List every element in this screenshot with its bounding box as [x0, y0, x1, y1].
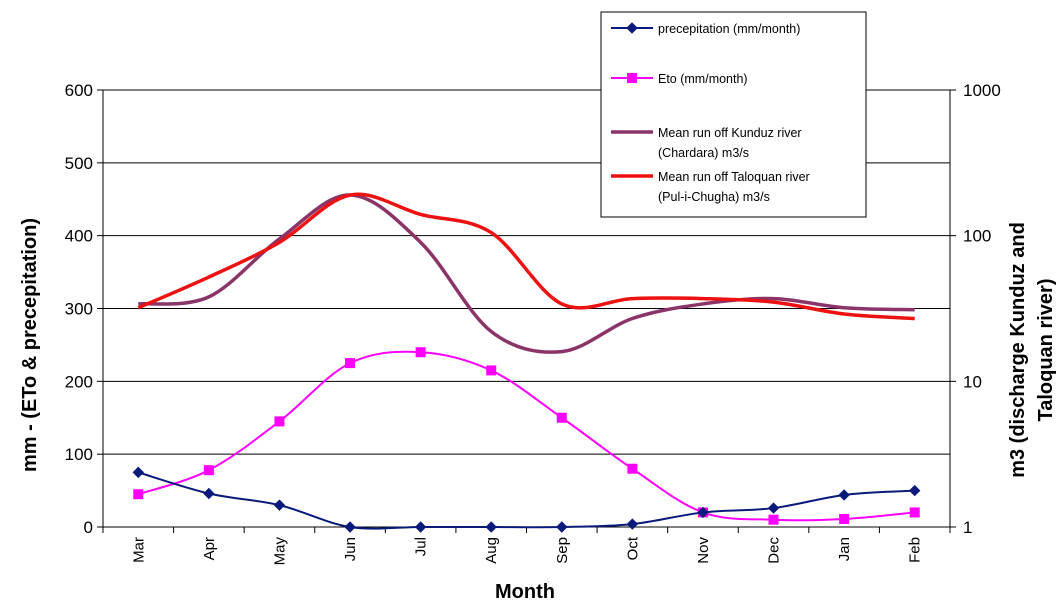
- x-tick-label: Jul: [413, 537, 430, 556]
- y-left-tick-label: 400: [65, 227, 93, 246]
- x-tick-label: May: [271, 537, 288, 566]
- data-point-marker: [627, 73, 637, 83]
- data-point-marker: [909, 507, 920, 518]
- x-tick-label: Nov: [695, 537, 712, 564]
- legend-label: Mean run off Taloquan river: [658, 170, 810, 184]
- y-axis-right-title-line: m3 (discharge Kunduz and: [1007, 222, 1029, 478]
- data-point-marker: [838, 489, 850, 501]
- data-point-marker: [486, 365, 497, 376]
- legend-box: [600, 11, 867, 218]
- data-point-marker: [345, 358, 356, 369]
- legend: precepitation (mm/month) Eto (mm/month) Me…: [600, 11, 867, 218]
- legend-label: (Chardara) m3/s: [658, 146, 749, 160]
- legend-label: Eto (mm/month): [658, 72, 748, 86]
- x-tick-label: Jan: [836, 537, 853, 561]
- data-point-marker: [485, 521, 497, 533]
- y-axis-right-title: m3 (discharge Kunduz and Taloquan river): [1007, 222, 1057, 478]
- x-tick-label: Dec: [766, 537, 783, 564]
- x-axis-title: Month: [495, 581, 555, 603]
- y-left-tick-label: 0: [84, 518, 93, 537]
- data-point-marker: [627, 463, 638, 474]
- x-tick-label: Feb: [907, 537, 924, 563]
- data-point-marker: [344, 521, 356, 533]
- y-left-tick-label: 600: [65, 81, 93, 100]
- y-right-tick-label: 1: [963, 518, 972, 537]
- y-right-tick-label: 100: [963, 227, 991, 246]
- y-right-tick-label: 10: [963, 372, 982, 391]
- legend-item: Mean run off Kunduz river (Chardara) m3/s: [611, 126, 802, 160]
- legend-item: precepitation (mm/month): [611, 22, 800, 36]
- y-left-tick-label: 500: [65, 154, 93, 173]
- series-3: [137, 192, 915, 321]
- tick-labels: 0 100 200 300 400 500 600 1 10 100 1000 Mar Apr May Ju…: [65, 81, 1001, 565]
- x-tick-label: Jun: [342, 537, 359, 561]
- x-tick-label: Sep: [554, 537, 571, 564]
- data-point-marker: [909, 484, 921, 497]
- data-point-marker: [203, 465, 214, 476]
- data-point-marker: [556, 412, 567, 423]
- series-2: [138, 193, 915, 354]
- data-point-marker: [414, 521, 427, 533]
- series-layer: [132, 192, 921, 533]
- y-axis-right-title-line: Taloquan river): [1035, 279, 1057, 422]
- y-left-tick-label: 300: [65, 300, 93, 319]
- x-tick-label: Aug: [483, 537, 500, 564]
- legend-label: (Pul-i-Chugha) m3/s: [658, 190, 770, 204]
- legend-item: Eto (mm/month): [611, 72, 748, 86]
- data-point-marker: [767, 502, 780, 514]
- data-point-marker: [839, 513, 850, 524]
- data-point-marker: [697, 506, 709, 519]
- legend-item: Mean run off Taloquan river (Pul-i-Chugha…: [611, 170, 810, 204]
- data-point-marker: [415, 347, 426, 358]
- data-point-marker: [626, 22, 638, 34]
- y-left-tick-label: 200: [65, 372, 93, 391]
- data-point-marker: [133, 489, 144, 500]
- series-0: [132, 466, 921, 533]
- x-tick-label: Oct: [624, 536, 641, 560]
- grid-lines: [103, 89, 950, 528]
- series-line: [138, 193, 915, 354]
- data-point-marker: [274, 416, 285, 427]
- data-point-marker: [626, 518, 639, 530]
- data-point-marker: [556, 521, 568, 533]
- series-1: [133, 347, 920, 525]
- data-point-marker: [203, 487, 215, 500]
- series-line: [137, 350, 915, 522]
- y-axis-left-title: mm - (ETo & precepitation): [19, 218, 41, 472]
- y-left-tick-label: 100: [65, 445, 93, 464]
- series-line: [137, 192, 915, 321]
- data-point-marker: [132, 466, 144, 479]
- legend-label: precepitation (mm/month): [658, 22, 800, 36]
- x-tick-label: Apr: [201, 537, 218, 560]
- legend-label: Mean run off Kunduz river: [658, 126, 802, 140]
- x-tick-label: Mar: [130, 537, 147, 563]
- y-right-tick-label: 1000: [963, 81, 1001, 100]
- series-line: [138, 471, 915, 530]
- data-point-marker: [273, 499, 286, 511]
- data-point-marker: [768, 514, 779, 525]
